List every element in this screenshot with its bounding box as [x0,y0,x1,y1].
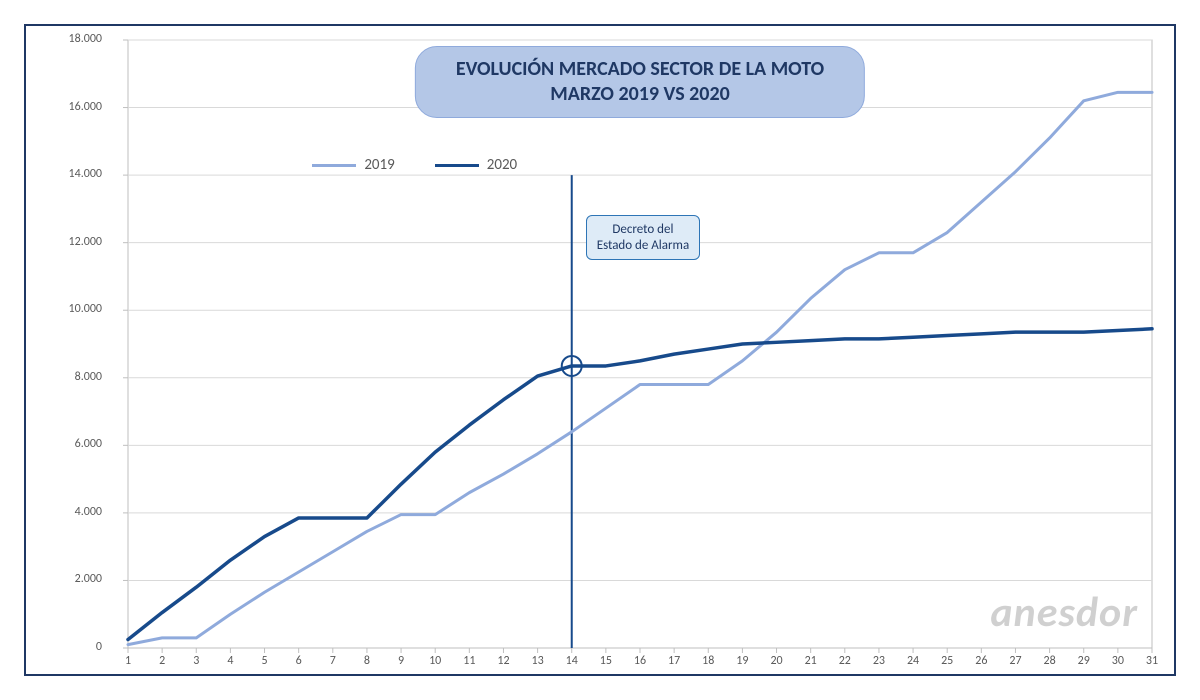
y-tick-label: 2.000 [75,572,102,586]
x-tick-label: 13 [530,654,546,668]
x-tick-label: 5 [257,654,273,668]
x-tick-label: 18 [700,654,716,668]
y-tick-label: 6.000 [75,437,102,451]
x-tick-label: 15 [598,654,614,668]
watermark: anesdor [990,587,1138,638]
x-tick-label: 20 [769,654,785,668]
chart-title-line2: MARZO 2019 VS 2020 [456,82,824,107]
legend: 2019 2020 [312,156,517,174]
x-tick-label: 2 [154,654,170,668]
x-tick-label: 11 [461,654,477,668]
x-tick-label: 26 [973,654,989,668]
legend-item-2020: 2020 [435,156,517,174]
annotation-label: Decreto del Estado de Alarma [586,215,700,260]
x-tick-label: 19 [734,654,750,668]
x-tick-label: 23 [871,654,887,668]
legend-label: 2019 [364,156,394,174]
x-tick-label: 29 [1076,654,1092,668]
x-tick-label: 21 [803,654,819,668]
x-tick-label: 9 [393,654,409,668]
y-tick-label: 0 [96,640,102,654]
x-tick-label: 31 [1144,654,1160,668]
x-tick-label: 14 [564,654,580,668]
chart-container: EVOLUCIÓN MERCADO SECTOR DE LA MOTO MARZ… [0,0,1200,700]
x-tick-label: 16 [632,654,648,668]
x-tick-label: 30 [1110,654,1126,668]
y-tick-label: 18.000 [69,32,102,46]
x-tick-label: 17 [666,654,682,668]
x-tick-label: 3 [188,654,204,668]
x-tick-label: 4 [222,654,238,668]
x-tick-label: 6 [291,654,307,668]
legend-swatch [312,164,356,167]
x-tick-label: 25 [939,654,955,668]
annotation-line2: Estado de Alarma [597,238,689,254]
legend-label: 2020 [487,156,517,174]
y-tick-label: 16.000 [69,100,102,114]
y-tick-label: 8.000 [75,370,102,384]
x-tick-label: 10 [427,654,443,668]
plot-area: EVOLUCIÓN MERCADO SECTOR DE LA MOTO MARZ… [128,40,1152,648]
chart-title-line1: EVOLUCIÓN MERCADO SECTOR DE LA MOTO [456,57,824,82]
x-tick-label: 24 [905,654,921,668]
y-tick-label: 4.000 [75,505,102,519]
legend-swatch [435,164,479,167]
x-tick-label: 27 [1007,654,1023,668]
y-tick-label: 14.000 [69,167,102,181]
legend-item-2019: 2019 [312,156,394,174]
y-tick-label: 10.000 [69,302,102,316]
chart-svg [128,40,1152,648]
x-tick-label: 12 [495,654,511,668]
x-tick-label: 7 [325,654,341,668]
x-tick-label: 1 [120,654,136,668]
x-tick-label: 22 [837,654,853,668]
chart-title: EVOLUCIÓN MERCADO SECTOR DE LA MOTO MARZ… [415,46,865,118]
x-tick-label: 8 [359,654,375,668]
annotation-line1: Decreto del [597,222,689,238]
x-tick-label: 28 [1042,654,1058,668]
y-tick-label: 12.000 [69,235,102,249]
